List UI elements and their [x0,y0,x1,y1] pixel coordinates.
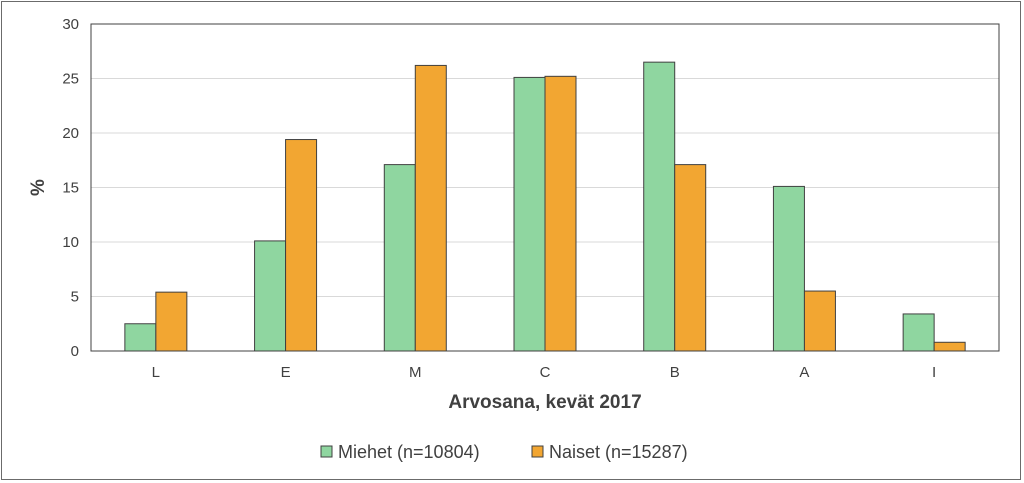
x-tick-label: A [799,364,809,381]
x-tick-label: B [670,364,680,381]
x-tick-label: L [152,364,160,381]
bar-naiset-A [803,290,836,352]
legend-swatch-miehet [320,445,333,458]
plot-area-border [90,23,1000,352]
y-tick-label: 25 [62,71,79,88]
y-tick-label: 15 [62,180,79,197]
x-tick-label: M [409,364,422,381]
bars [124,61,966,352]
bar-naiset-C [544,75,577,352]
legend-swatch-naiset [531,445,544,458]
bar-naiset-M [414,64,447,352]
bar-naiset-E [285,139,318,352]
bar-naiset-B [674,164,707,352]
x-axis-title: Arvosana, kevät 2017 [448,392,641,413]
y-tick-label: 20 [62,125,79,142]
legend-label-naiset: Naiset (n=15287) [549,442,688,462]
bar-miehet-M [383,164,416,352]
y-tick-labels: 0 5 10 15 20 25 30 [62,16,79,360]
bar-miehet-B [643,61,676,352]
y-axis-title: % [28,179,49,196]
bar-naiset-I [933,341,966,352]
bar-naiset-L [155,291,188,352]
y-tick-label: 5 [71,289,79,306]
x-tick-label: I [932,364,936,381]
y-tick-label: 30 [62,16,79,33]
x-tick-label: C [540,364,551,381]
legend-label-miehet: Miehet (n=10804) [338,442,480,462]
bar-miehet-I [902,313,935,352]
legend: Miehet (n=10804) Naiset (n=15287) [320,442,688,462]
bar-miehet-C [513,76,546,352]
bar-miehet-E [254,240,287,352]
y-tick-label: 10 [62,234,79,251]
bar-miehet-A [772,185,805,352]
y-tick-label: 0 [71,343,79,360]
bar-miehet-L [124,323,157,352]
x-tick-label: E [281,364,291,381]
